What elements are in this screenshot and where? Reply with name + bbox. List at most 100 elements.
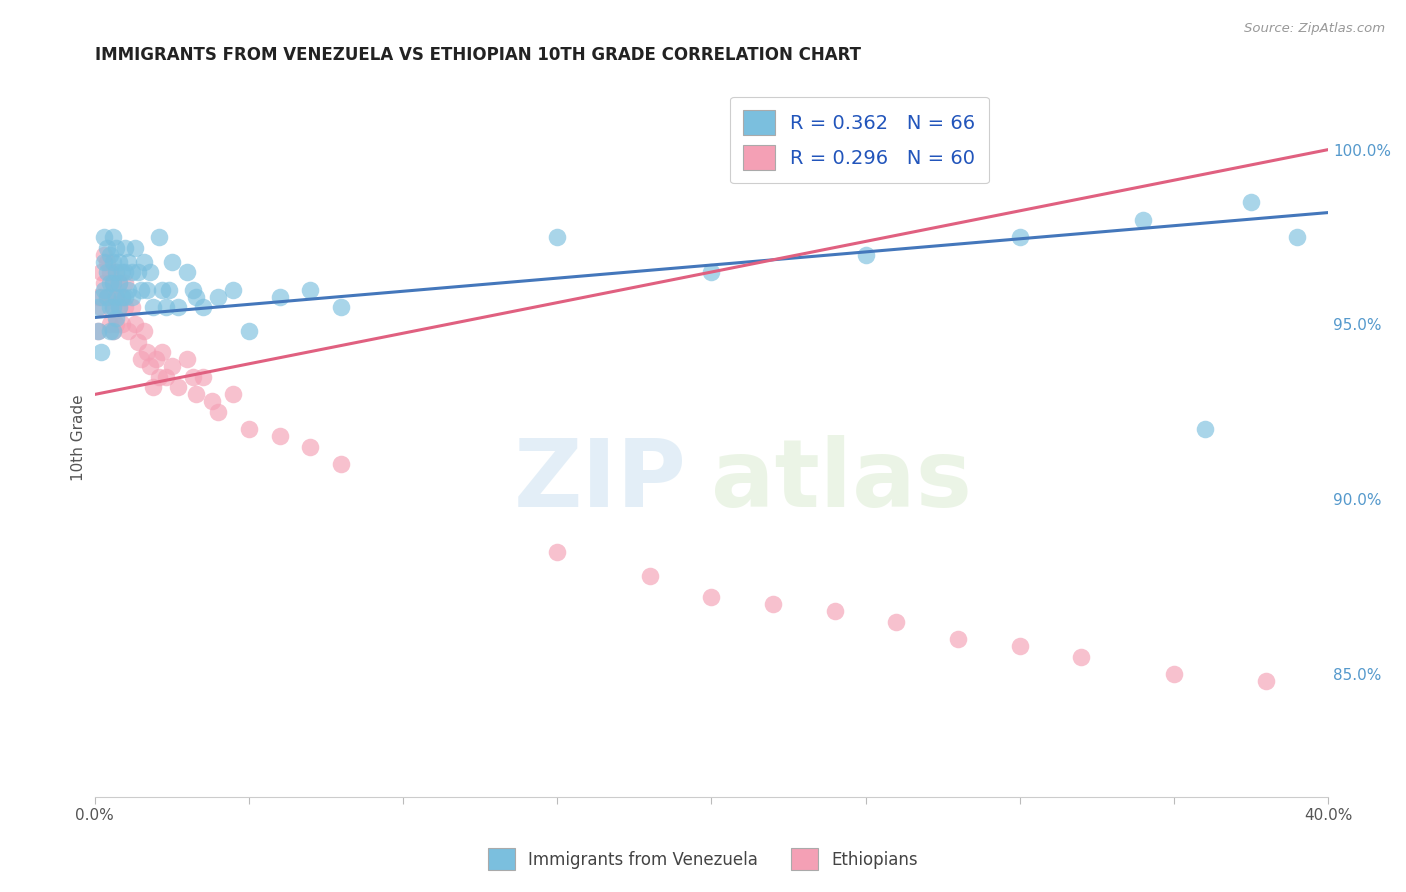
Point [155, 300, 177, 314]
Point [111, 318, 134, 332]
Point [762, 597, 785, 611]
Point [207, 405, 229, 419]
Point [96, 265, 118, 279]
Point [136, 283, 159, 297]
Point [101, 325, 124, 339]
Point [207, 289, 229, 303]
Point [1008, 640, 1031, 654]
Point [93, 230, 115, 244]
Point [152, 283, 174, 297]
Point [121, 265, 143, 279]
Point [90, 289, 112, 303]
Point [117, 283, 139, 297]
Point [114, 265, 136, 279]
Text: IMMIGRANTS FROM VENEZUELA VS ETHIOPIAN 10TH GRADE CORRELATION CHART: IMMIGRANTS FROM VENEZUELA VS ETHIOPIAN 1… [94, 46, 860, 64]
Point [129, 283, 152, 297]
Point [145, 352, 167, 367]
Point [101, 325, 124, 339]
Point [98, 289, 121, 303]
Point [186, 289, 208, 303]
Point [269, 429, 291, 443]
Point [101, 230, 124, 244]
Point [1163, 667, 1185, 681]
Point [191, 370, 214, 384]
Point [222, 283, 245, 297]
Point [90, 265, 112, 279]
Point [129, 352, 152, 367]
Point [111, 289, 134, 303]
Point [105, 265, 128, 279]
Point [101, 254, 124, 268]
Point [546, 230, 568, 244]
Text: Source: ZipAtlas.com: Source: ZipAtlas.com [1244, 22, 1385, 36]
Point [96, 289, 118, 303]
Point [108, 276, 131, 290]
Point [86, 289, 108, 303]
Point [114, 276, 136, 290]
Point [98, 325, 121, 339]
Point [160, 254, 183, 268]
Point [142, 380, 165, 394]
Point [139, 359, 162, 374]
Legend: Immigrants from Venezuela, Ethiopians: Immigrants from Venezuela, Ethiopians [481, 842, 925, 877]
Point [101, 276, 124, 290]
Point [93, 247, 115, 261]
Point [105, 289, 128, 303]
Point [90, 345, 112, 359]
Point [330, 458, 353, 472]
Point [148, 230, 170, 244]
Point [86, 325, 108, 339]
Point [1194, 422, 1216, 436]
Point [946, 632, 969, 647]
Point [108, 276, 131, 290]
Point [124, 241, 146, 255]
Point [299, 440, 322, 454]
Point [176, 265, 198, 279]
Point [166, 380, 188, 394]
Point [96, 289, 118, 303]
Point [127, 265, 149, 279]
Point [1286, 230, 1309, 244]
Point [155, 370, 177, 384]
Point [127, 334, 149, 349]
Point [111, 289, 134, 303]
Point [93, 283, 115, 297]
Point [186, 387, 208, 401]
Point [105, 318, 128, 332]
Point [157, 283, 180, 297]
Point [1240, 195, 1263, 210]
Point [132, 325, 155, 339]
Point [700, 591, 723, 605]
Point [181, 370, 204, 384]
Point [108, 300, 131, 314]
Text: ZIP: ZIP [513, 435, 686, 527]
Point [166, 300, 188, 314]
Point [181, 283, 204, 297]
Point [98, 300, 121, 314]
Legend: R = 0.362   N = 66, R = 0.296   N = 60: R = 0.362 N = 66, R = 0.296 N = 60 [730, 96, 988, 184]
Point [152, 345, 174, 359]
Point [1070, 649, 1092, 664]
Point [638, 569, 661, 583]
Point [114, 300, 136, 314]
Point [101, 300, 124, 314]
Point [121, 300, 143, 314]
Point [96, 254, 118, 268]
Point [148, 370, 170, 384]
Point [201, 394, 224, 409]
Point [90, 300, 112, 314]
Point [108, 254, 131, 268]
Point [117, 325, 139, 339]
Point [269, 289, 291, 303]
Point [330, 300, 353, 314]
Point [108, 300, 131, 314]
Point [98, 276, 121, 290]
Point [176, 352, 198, 367]
Point [1256, 674, 1278, 689]
Point [105, 289, 128, 303]
Point [114, 241, 136, 255]
Point [191, 300, 214, 314]
Text: atlas: atlas [711, 435, 973, 527]
Point [238, 422, 260, 436]
Point [824, 604, 846, 618]
